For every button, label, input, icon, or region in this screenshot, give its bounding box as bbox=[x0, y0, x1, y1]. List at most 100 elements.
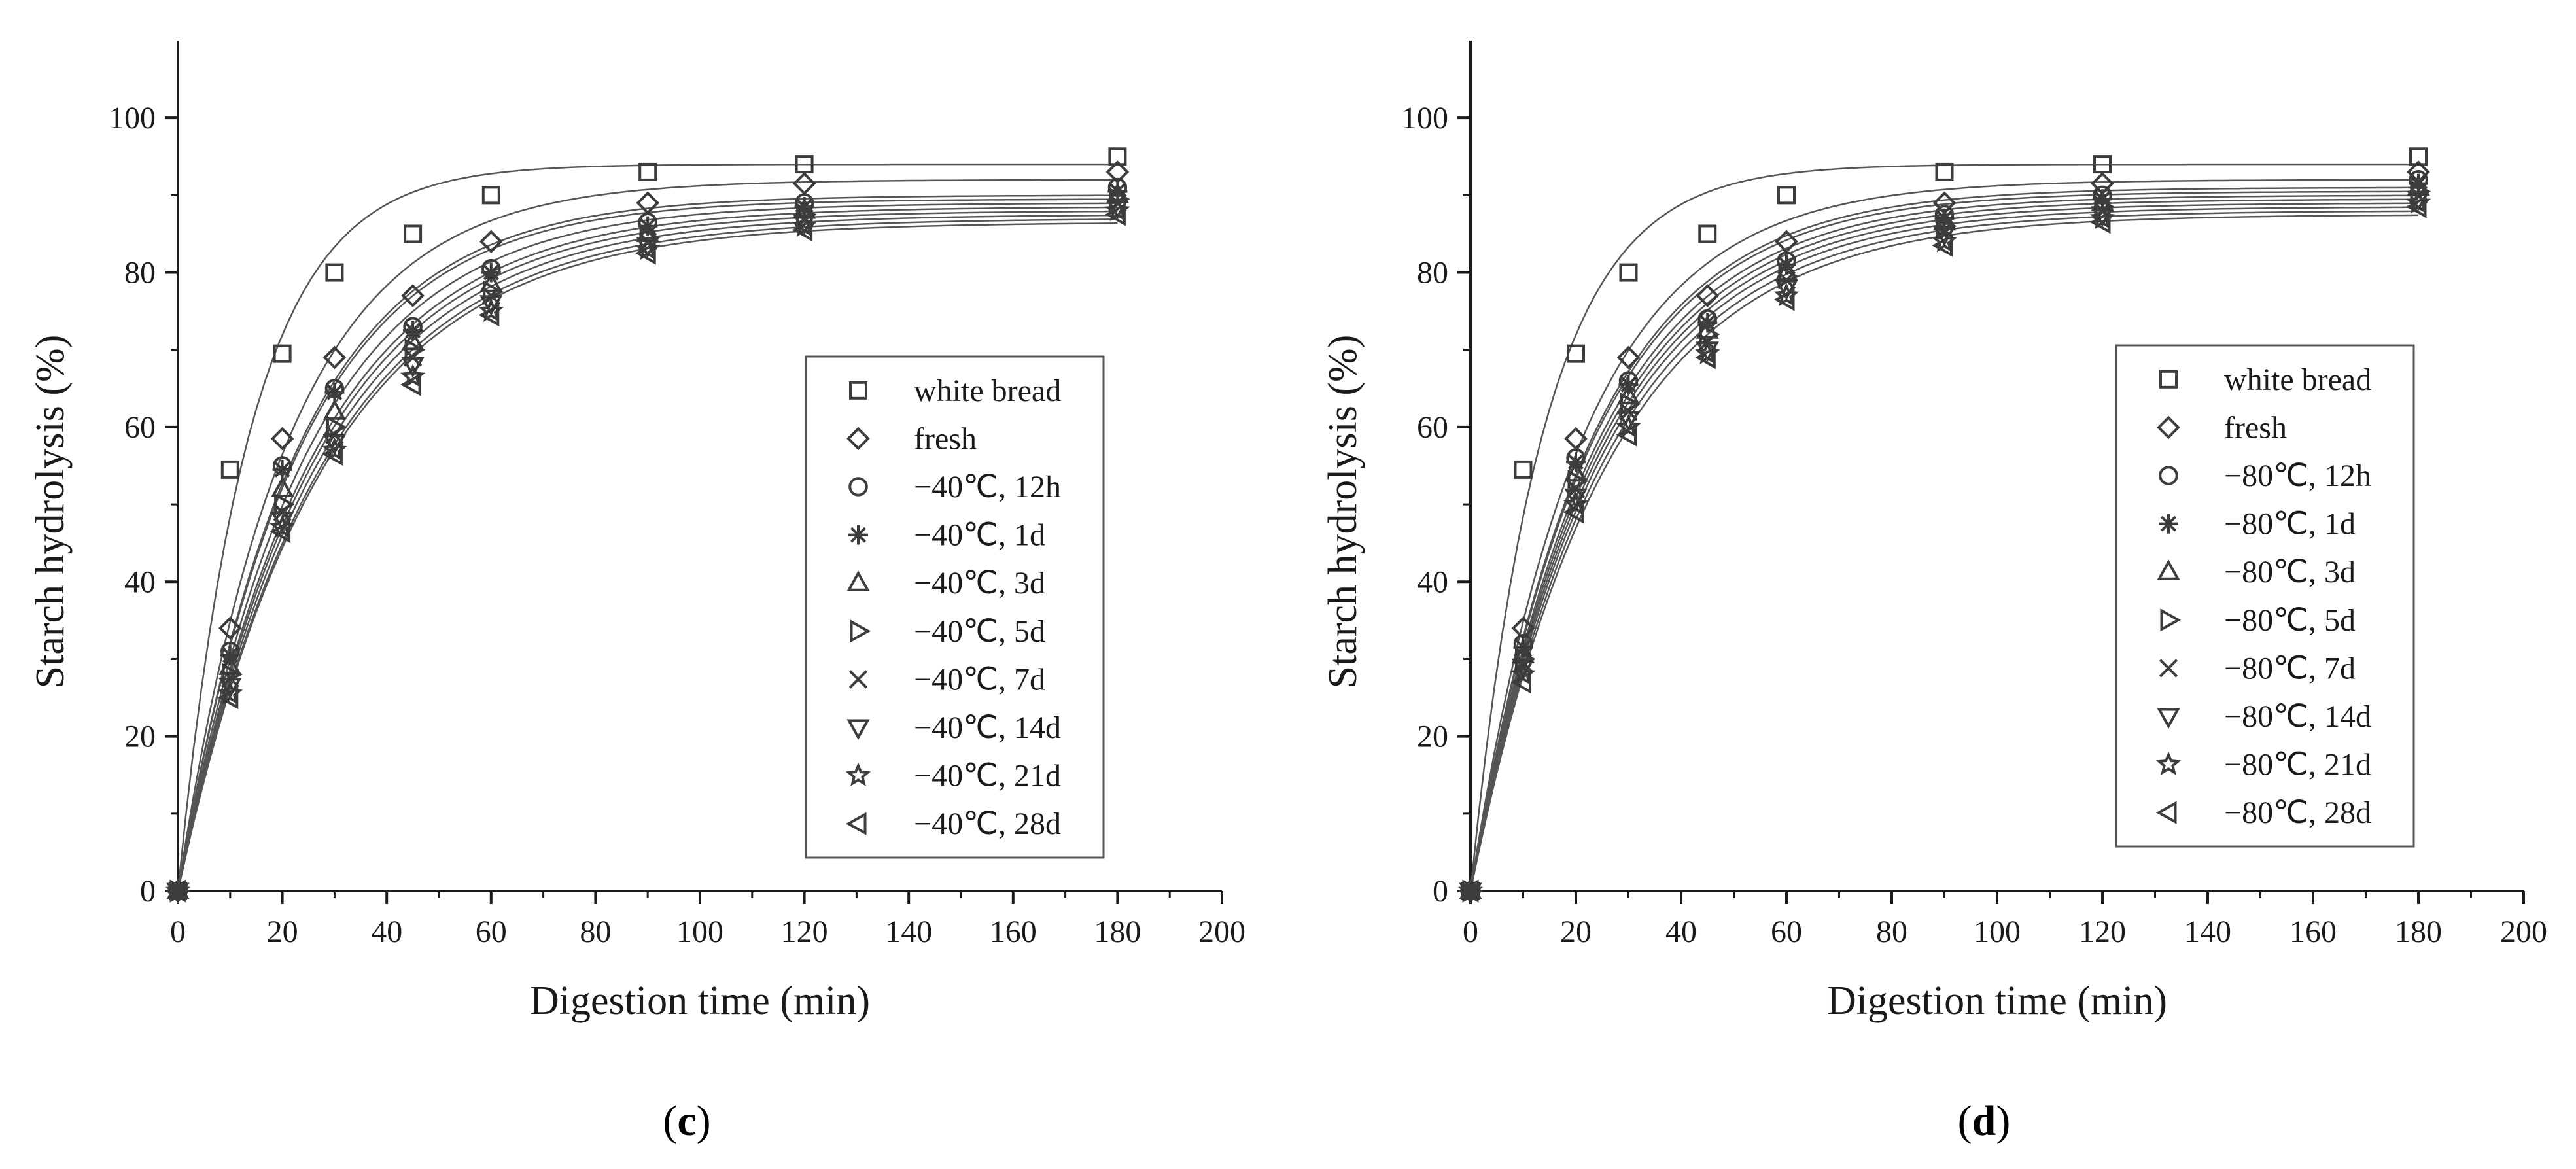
data-point bbox=[273, 344, 292, 363]
data-point bbox=[1932, 226, 1957, 247]
panel-label-open: ( bbox=[1958, 1097, 1972, 1145]
y-tick-label: 100 bbox=[1401, 101, 1448, 135]
data-point bbox=[1932, 234, 1953, 257]
x-tick-label: 140 bbox=[885, 915, 932, 949]
legend-label: −80℃, 5d bbox=[2224, 603, 2356, 638]
data-point bbox=[322, 345, 347, 370]
data-point bbox=[1563, 491, 1589, 515]
y-tick-label: 60 bbox=[1417, 410, 1448, 445]
legend-label: −80℃, 28d bbox=[2224, 795, 2371, 830]
x-tick-label: 200 bbox=[1198, 915, 1245, 949]
data-point bbox=[1616, 423, 1637, 447]
data-point bbox=[1775, 279, 1798, 301]
x-tick-label: 80 bbox=[1876, 915, 1907, 949]
data-point bbox=[1619, 263, 1638, 282]
legend-entry: −80℃, 14d bbox=[2157, 699, 2371, 734]
legend-entry: −80℃, 5d bbox=[2160, 603, 2356, 638]
x-tick-label: 100 bbox=[676, 915, 723, 949]
x-tick-label: 100 bbox=[1974, 915, 2021, 949]
fit-curve-1 bbox=[1469, 179, 2418, 892]
panel-label: (c) bbox=[663, 1097, 710, 1145]
legend-marker bbox=[850, 619, 871, 643]
data-point bbox=[1777, 186, 1796, 205]
data-point bbox=[400, 363, 426, 388]
y-tick-label: 40 bbox=[1417, 565, 1448, 599]
data-point bbox=[217, 686, 239, 710]
legend-entry: −40℃, 1d bbox=[848, 518, 1045, 553]
legend-entry: −40℃, 21d bbox=[845, 759, 1061, 794]
data-point bbox=[2089, 211, 2111, 234]
data-point bbox=[322, 434, 347, 455]
panel-label-open: ( bbox=[663, 1097, 677, 1145]
y-tick-label: 0 bbox=[1433, 874, 1448, 909]
x-tick-label: 180 bbox=[1094, 915, 1141, 949]
data-point bbox=[1510, 661, 1536, 686]
y-tick-label: 20 bbox=[124, 720, 156, 754]
data-point bbox=[638, 162, 657, 181]
x-tick-label: 180 bbox=[2395, 915, 2442, 949]
panel-label-letter: c bbox=[677, 1097, 696, 1145]
legend: white bread fresh −80℃, 12h −80℃, 1d −80℃, 3… bbox=[2115, 344, 2415, 848]
data-point bbox=[1510, 671, 1531, 694]
legend-marker bbox=[2157, 415, 2180, 440]
legend-entry: fresh bbox=[2157, 410, 2287, 445]
data-point bbox=[404, 224, 423, 243]
legend-box bbox=[805, 355, 1105, 859]
y-tick-label: 60 bbox=[124, 410, 156, 445]
panel-label: (d) bbox=[1958, 1097, 2011, 1145]
legend-label: white bread bbox=[2224, 362, 2371, 397]
data-point bbox=[479, 230, 503, 254]
data-point bbox=[479, 295, 503, 316]
legend-label: −40℃, 3d bbox=[914, 566, 1045, 601]
data-point bbox=[1564, 488, 1588, 510]
y-axis-title: Starch hydrolysis (%) bbox=[1321, 335, 1365, 689]
x-tick-label: 160 bbox=[990, 915, 1037, 949]
data-point bbox=[1773, 288, 1795, 311]
legend-label: −40℃, 28d bbox=[914, 807, 1061, 841]
legend-label: −40℃, 5d bbox=[914, 614, 1045, 649]
data-point bbox=[1698, 224, 1717, 243]
data-point bbox=[322, 442, 343, 466]
legend-marker bbox=[2157, 708, 2180, 729]
legend-marker bbox=[848, 477, 868, 497]
legend-entry: −80℃, 28d bbox=[2155, 795, 2371, 830]
legend-marker bbox=[2160, 608, 2182, 632]
x-tick-label: 40 bbox=[371, 915, 402, 949]
x-axis-title: Digestion time (min) bbox=[530, 979, 870, 1023]
panel-label-letter: d bbox=[1972, 1097, 1996, 1145]
x-tick-label: 40 bbox=[1665, 915, 1697, 949]
legend: white bread fresh −40℃, 12h −40℃, 1d −40℃, 3… bbox=[805, 355, 1105, 859]
data-point bbox=[2409, 147, 2428, 166]
y-tick-label: 100 bbox=[109, 101, 156, 135]
legend-entry: −80℃, 21d bbox=[2155, 748, 2371, 782]
legend-label: −40℃, 14d bbox=[914, 710, 1061, 745]
fit-curve-1 bbox=[177, 179, 1118, 892]
legend-marker bbox=[845, 812, 867, 835]
legend-label: −80℃, 21d bbox=[2224, 748, 2371, 782]
data-point bbox=[401, 284, 425, 307]
x-tick-label: 0 bbox=[1463, 915, 1478, 949]
series-9 bbox=[1457, 195, 2427, 903]
data-point bbox=[165, 879, 186, 903]
legend-marker bbox=[845, 762, 871, 786]
x-tick-label: 120 bbox=[2079, 915, 2126, 949]
y-tick-label: 20 bbox=[1417, 720, 1448, 754]
legend-label: −80℃, 12h bbox=[2224, 459, 2371, 493]
legend-marker bbox=[848, 670, 868, 689]
data-point bbox=[1696, 318, 1719, 339]
x-tick-label: 20 bbox=[1560, 915, 1592, 949]
data-point bbox=[792, 171, 816, 196]
legend-entry: white bread bbox=[2159, 362, 2371, 397]
y-tick-label: 40 bbox=[124, 565, 156, 599]
x-tick-label: 80 bbox=[580, 915, 611, 949]
y-tick-label: 0 bbox=[140, 874, 156, 909]
legend-marker bbox=[2159, 659, 2178, 678]
data-point bbox=[1616, 413, 1641, 438]
y-axis-title: Starch hydrolysis (%) bbox=[28, 335, 73, 689]
legend-label: −80℃, 1d bbox=[2224, 507, 2356, 542]
data-point bbox=[1514, 460, 1533, 479]
x-tick-label: 120 bbox=[781, 915, 828, 949]
legend-label: −80℃, 7d bbox=[2224, 651, 2356, 686]
legend-marker bbox=[2155, 801, 2177, 824]
legend-label: −80℃, 14d bbox=[2224, 699, 2371, 734]
